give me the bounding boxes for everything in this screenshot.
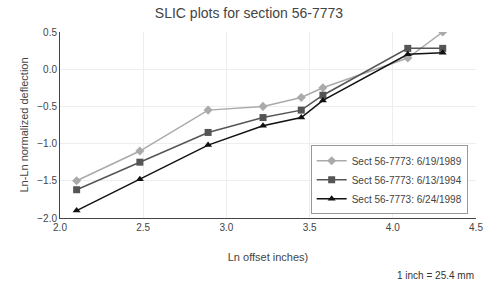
svg-text:Sect 56-7773: 6/19/1989: Sect 56-7773: 6/19/1989	[352, 156, 462, 167]
svg-text:Ln offset inches): Ln offset inches)	[228, 251, 309, 263]
svg-text:3.0: 3.0	[219, 222, 233, 233]
svg-text:0.0: 0.0	[43, 64, 57, 75]
svg-text:1 inch = 25.4 mm: 1 inch = 25.4 mm	[397, 270, 474, 281]
svg-text:2.5: 2.5	[136, 222, 150, 233]
svg-text:2.0: 2.0	[53, 222, 67, 233]
svg-text:0.5: 0.5	[43, 27, 57, 38]
svg-text:−1.0: −1.0	[37, 138, 57, 149]
svg-text:Ln-Ln normalized deflection: Ln-Ln normalized deflection	[18, 57, 30, 192]
svg-text:Sect 56-7773: 6/24/1998: Sect 56-7773: 6/24/1998	[352, 194, 462, 205]
svg-text:−2.0: −2.0	[37, 213, 57, 224]
svg-text:4.0: 4.0	[386, 222, 400, 233]
svg-text:−1.5: −1.5	[37, 175, 57, 186]
svg-text:−0.5: −0.5	[37, 101, 57, 112]
svg-text:SLIC plots for section 56-7773: SLIC plots for section 56-7773	[155, 5, 344, 21]
svg-text:3.5: 3.5	[303, 222, 317, 233]
svg-text:4.5: 4.5	[469, 222, 483, 233]
svg-text:Sect 56-7773: 6/13/1994: Sect 56-7773: 6/13/1994	[352, 175, 462, 186]
